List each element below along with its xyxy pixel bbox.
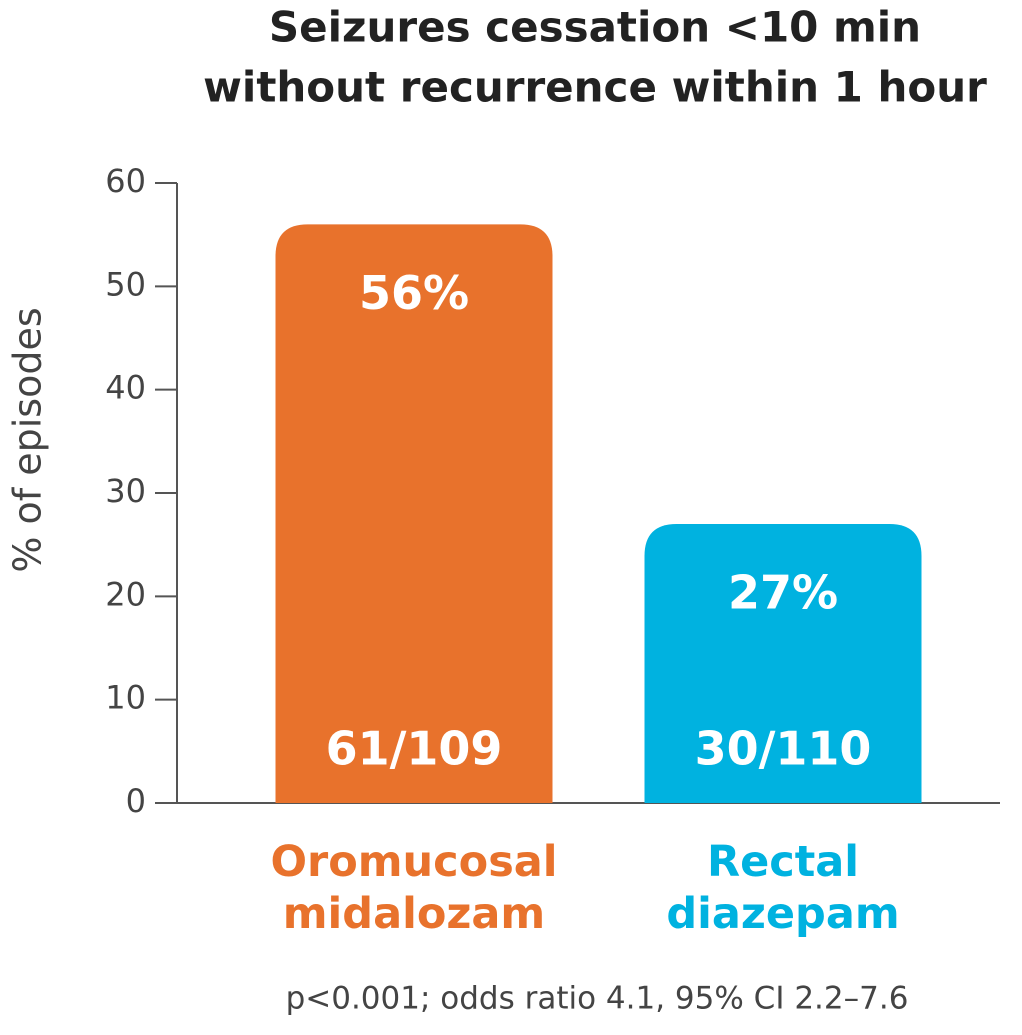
x-tick-label: Rectal diazepam (666, 837, 900, 939)
chart-title: without recurrence within 1 hour (203, 63, 987, 112)
y-tick-label: 30 (105, 472, 146, 510)
y-axis-label: % of episodes (6, 307, 50, 572)
y-tick-label: 60 (105, 162, 146, 200)
y-tick-label: 0 (126, 782, 146, 820)
bar (644, 524, 922, 803)
value-label: 27% (728, 566, 838, 620)
bar-annotation: 61/109 (326, 722, 503, 776)
value-label: 56% (359, 266, 469, 320)
y-tick-label: 40 (105, 369, 146, 407)
footnote: p<0.001; odds ratio 4.1, 95% CI 2.2–7.6 (286, 981, 909, 1017)
y-tick-label: 20 (105, 575, 146, 613)
y-tick-label: 50 (105, 265, 146, 303)
chart-title: Seizures cessation <10 min (269, 3, 921, 52)
x-tick-label: Oromucosal midalozam (270, 837, 558, 939)
bar-annotation: 30/110 (695, 722, 872, 776)
bar (275, 224, 553, 804)
y-tick-label: 10 (105, 679, 146, 717)
